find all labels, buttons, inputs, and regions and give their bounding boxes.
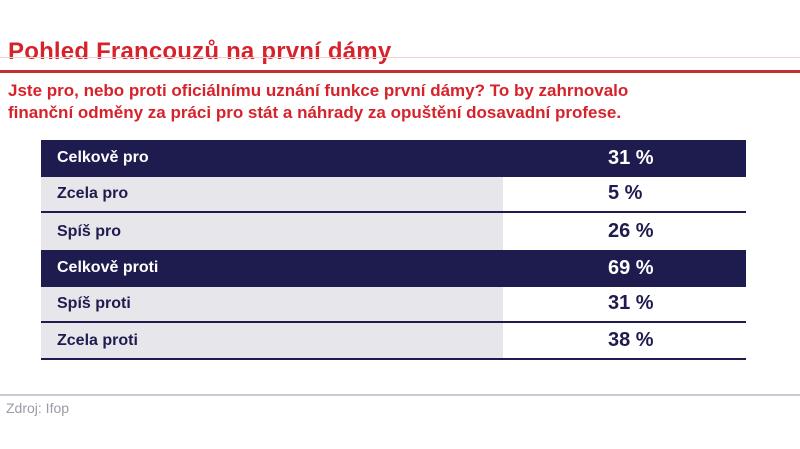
table-row-spis-pro: Spíš pro 26 % [41,213,746,250]
row-label: Zcela proti [41,323,503,358]
page-title: Pohled Francouzů na první dámy [8,38,392,66]
poll-question: Jste pro, nebo proti oficiálnímu uznání … [8,80,628,124]
row-label: Celkově proti [57,259,159,277]
source-credit: Zdroj: Ifop [6,400,70,416]
row-value: 31 % [608,146,654,169]
poll-question-line-2: finanční odměny za práci pro stát a náhr… [8,103,622,122]
row-value: 69 % [608,256,654,279]
table-row-spis-proti: Spíš proti 31 % [41,286,746,324]
divider-dark-red [0,70,800,73]
row-value: 31 % [503,286,746,322]
poll-results-table: Celkově pro 31 % Zcela pro 5 % Spíš pro … [41,140,746,360]
row-label: Celkově pro [57,149,149,167]
table-row-zcela-pro: Zcela pro 5 % [41,176,746,214]
row-value: 38 % [503,323,746,358]
row-label: Spíš pro [41,213,503,250]
row-label: Zcela pro [41,176,503,212]
row-value: 26 % [503,213,746,250]
table-row-zcela-proti: Zcela proti 38 % [41,323,746,360]
row-label: Spíš proti [41,286,503,322]
divider-light-pink [0,57,800,58]
poll-question-line-1: Jste pro, nebo proti oficiálnímu uznání … [8,81,629,100]
table-row-celkove-proti: Celkově proti 69 % [41,249,746,287]
row-value: 5 % [503,176,746,212]
table-row-celkove-pro: Celkově pro 31 % [41,140,746,177]
footer-divider [0,394,800,396]
